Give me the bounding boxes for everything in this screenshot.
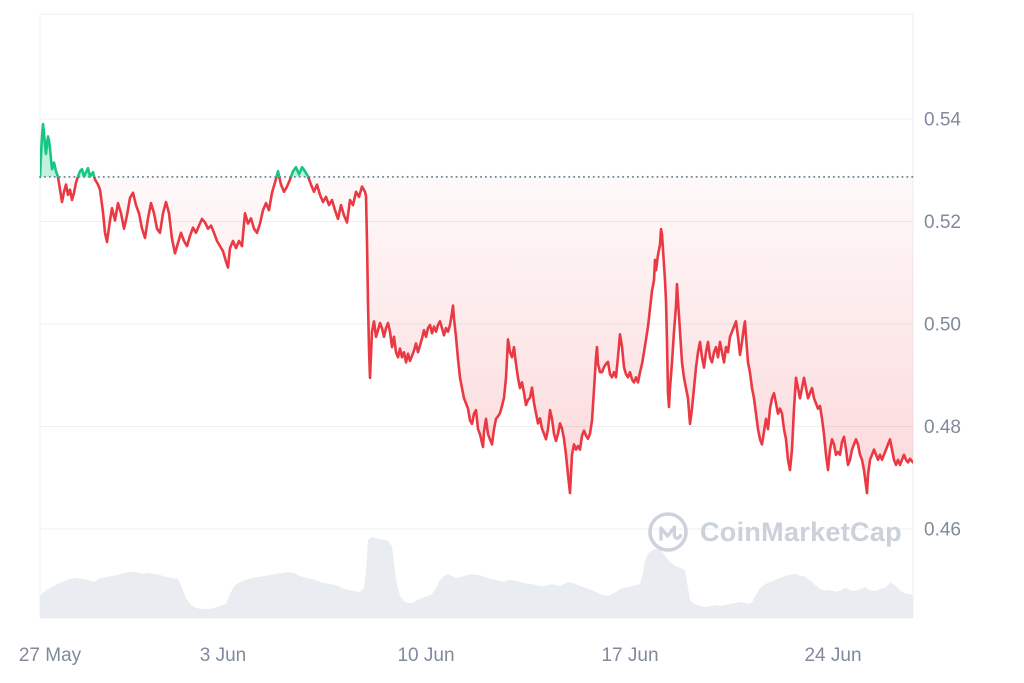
y-axis-label: 0.50: [924, 315, 961, 336]
y-axis-label: 0.48: [924, 417, 961, 438]
volume-area: [40, 537, 913, 618]
price-area-below-open: [58, 176, 913, 494]
x-axis-label: 3 Jun: [200, 645, 246, 666]
x-axis-label: 17 Jun: [601, 645, 658, 666]
y-axis-label: 0.52: [924, 212, 961, 233]
y-axis-label: 0.46: [924, 520, 961, 541]
x-axis-label: 10 Jun: [397, 645, 454, 666]
x-axis-label: 27 May: [19, 645, 82, 666]
x-axis-label: 24 Jun: [804, 645, 861, 666]
price-line-down: [40, 176, 913, 495]
y-axis-label: 0.54: [924, 110, 961, 131]
